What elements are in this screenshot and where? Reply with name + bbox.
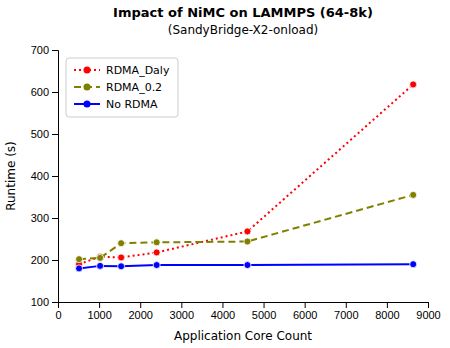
point — [410, 191, 417, 198]
tick-label: 0 — [55, 309, 61, 321]
tick-label: 600 — [31, 86, 49, 98]
tick: 6000 — [293, 302, 317, 321]
tick-mark — [52, 50, 58, 51]
series-line — [79, 195, 413, 259]
tick-mark — [52, 134, 58, 135]
tick: 2000 — [128, 302, 152, 321]
point — [118, 254, 125, 261]
chart: 0 1000 2000 3000 4000 5000 6000 7000 8000 9000 100… — [0, 0, 450, 348]
point — [244, 262, 251, 269]
legend-item: No RDMA — [74, 98, 158, 111]
tick-mark — [305, 302, 306, 308]
point — [153, 239, 160, 246]
axis-line — [52, 51, 59, 303]
data-layer — [76, 81, 417, 272]
legend-box — [66, 58, 178, 117]
tick: 200 — [31, 254, 58, 266]
point — [97, 254, 104, 261]
tick: 5000 — [252, 302, 276, 321]
tick-mark — [264, 302, 265, 308]
tick-label: 1000 — [87, 309, 111, 321]
tick-mark — [387, 302, 388, 308]
tick-mark — [346, 302, 347, 308]
tick-label: 5000 — [252, 309, 276, 321]
legend-marker — [84, 67, 91, 74]
tick-mark — [52, 302, 58, 303]
legend-marker — [84, 84, 91, 91]
legend-label: No RDMA — [106, 98, 158, 111]
tick-mark — [52, 260, 58, 261]
tick: 7000 — [334, 302, 358, 321]
tick-mark — [99, 302, 100, 308]
point — [97, 262, 104, 269]
tick-label: 7000 — [334, 309, 358, 321]
point — [244, 228, 251, 235]
tick-label: 200 — [31, 254, 49, 266]
tick: 3000 — [170, 302, 194, 321]
tick: 100 — [31, 296, 58, 308]
legend-marker — [84, 101, 91, 108]
legend: RDMA_Daly RDMA_0.2 No RDMA — [66, 58, 178, 117]
tick: 8000 — [375, 302, 399, 321]
tick-mark — [52, 92, 58, 93]
tick: 400 — [31, 170, 58, 182]
title: Impact of NiMC on LAMMPS (64-8k) — [113, 5, 373, 20]
point — [118, 240, 125, 247]
tick-label: 2000 — [128, 309, 152, 321]
tick: 700 — [31, 44, 58, 56]
point — [244, 238, 251, 245]
x-axis: 0 1000 2000 3000 4000 5000 6000 7000 8000 9000 — [55, 302, 440, 321]
tick-mark — [181, 302, 182, 308]
point — [153, 249, 160, 256]
point — [118, 263, 125, 270]
axis-line — [59, 303, 429, 309]
legend-label: RDMA_Daly — [106, 64, 170, 77]
point — [153, 262, 160, 269]
tick-label: 8000 — [375, 309, 399, 321]
tick-label: 300 — [31, 212, 49, 224]
tick-label: 100 — [31, 296, 49, 308]
tick: 300 — [31, 212, 58, 224]
tick: 1000 — [87, 302, 111, 321]
tick-mark — [222, 302, 223, 308]
tick: 600 — [31, 86, 58, 98]
tick-label: 3000 — [170, 309, 194, 321]
tick: 500 — [31, 128, 58, 140]
tick-mark — [140, 302, 141, 308]
legend-item: RDMA_0.2 — [74, 81, 162, 94]
legend-item: RDMA_Daly — [74, 64, 170, 77]
subtitle: (SandyBridge-X2-onload) — [168, 23, 319, 37]
tick-mark — [428, 302, 429, 308]
tick: 9000 — [416, 302, 440, 321]
y-axis: 100 200 300 400 500 600 700 — [31, 44, 59, 308]
tick-label: 400 — [31, 170, 49, 182]
tick-label: 4000 — [211, 309, 235, 321]
point — [76, 265, 83, 272]
tick-label: 6000 — [293, 309, 317, 321]
tick-mark — [52, 218, 58, 219]
point — [76, 256, 83, 263]
tick-mark — [52, 176, 58, 177]
x-axis-title: Application Core Count — [174, 329, 312, 343]
tick-label: 9000 — [416, 309, 440, 321]
y-axis-title: Runtime (s) — [4, 141, 18, 211]
tick-label: 500 — [31, 128, 49, 140]
tick-label: 700 — [31, 44, 49, 56]
point — [410, 81, 417, 88]
tick: 4000 — [211, 302, 235, 321]
legend-label: RDMA_0.2 — [106, 81, 162, 94]
plot-area: 0 1000 2000 3000 4000 5000 6000 7000 8000 9000 100… — [31, 44, 441, 321]
point — [410, 261, 417, 268]
tick: 0 — [55, 302, 61, 321]
